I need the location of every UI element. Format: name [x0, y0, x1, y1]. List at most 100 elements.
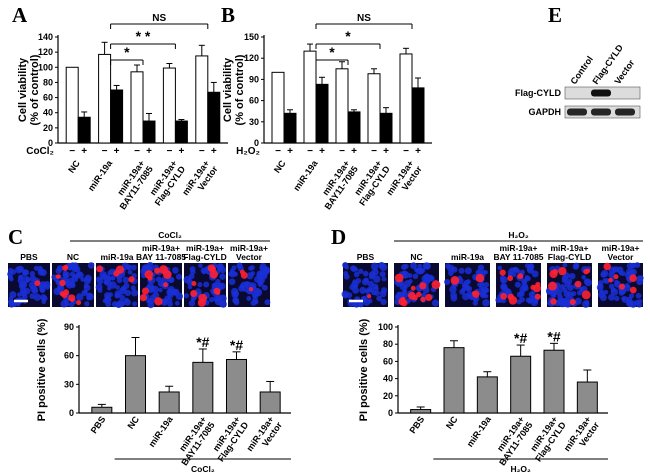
category-label: miR-19a+Vector: [562, 414, 602, 459]
category-label: NC: [272, 158, 288, 175]
nucleus-stain: [374, 286, 379, 291]
micrograph-label: PBS: [20, 252, 38, 262]
nucleus-stain: [581, 274, 586, 280]
nucleus-stain: [599, 294, 607, 302]
nucleus-stain: [219, 294, 227, 303]
pi-stain: [507, 275, 514, 282]
nucleus-stain: [530, 298, 539, 307]
y-tick-label: 20: [43, 123, 53, 133]
blot-band: [615, 108, 635, 116]
nucleus-stain: [197, 282, 203, 288]
treatment-bracket-label: CoCl₂: [191, 464, 215, 474]
micrograph-label-line: Vector: [236, 252, 263, 262]
nucleus-stain: [559, 283, 565, 290]
nucleus-stain: [203, 281, 210, 288]
nucleus-stain: [7, 298, 14, 305]
category-label: miR-19a+Flag-CYLD: [525, 414, 568, 464]
nucleus-stain: [516, 291, 523, 298]
pi-stain: [500, 292, 507, 300]
nucleus-stain: [482, 299, 490, 307]
nucleus-stain: [80, 277, 85, 282]
treatment-sign: −: [199, 146, 205, 157]
pi-stain: [367, 294, 372, 299]
blot-band: [567, 108, 587, 116]
nucleus-stain: [444, 279, 451, 286]
nucleus-stain: [233, 271, 238, 277]
nucleus-stain: [114, 292, 121, 299]
pi-stain: [59, 279, 66, 287]
bar-untreated: [271, 71, 285, 144]
nucleus-stain: [341, 290, 349, 298]
nucleus-stain: [525, 275, 531, 282]
nucleus-stain: [215, 278, 221, 285]
nucleus-stain: [62, 271, 70, 279]
blot-band: [591, 89, 611, 97]
pi-stain: [619, 283, 625, 290]
category-label: miR-19a+Vector: [180, 158, 220, 203]
pi-stain: [410, 285, 416, 291]
nucleus-stain: [71, 265, 78, 272]
pi-stain: [163, 282, 169, 288]
bar: [576, 381, 598, 414]
nucleus-stain: [624, 284, 632, 292]
treatment-sign: +: [146, 146, 152, 157]
significance-mark: *#: [547, 328, 560, 344]
nucleus-stain: [403, 284, 408, 290]
nucleus-stain: [83, 277, 91, 285]
nucleus-stain: [25, 277, 31, 283]
nucleus-stain: [368, 286, 375, 293]
blot-row-label: GAPDH: [528, 107, 561, 117]
nucleus-stain: [625, 299, 634, 307]
nucleus-stain: [464, 267, 472, 275]
micrograph-label-line: miR-19a+: [550, 243, 588, 253]
nucleus-stain: [9, 276, 14, 282]
micrograph-label-line: Vector: [608, 252, 635, 262]
nucleus-stain: [198, 263, 203, 268]
treatment-sign: +: [351, 146, 357, 157]
nucleus-stain: [569, 272, 576, 280]
y-tick-label: 150: [244, 32, 259, 42]
y-axis-label: (% of control): [29, 54, 41, 125]
bar-untreated: [195, 55, 209, 144]
pi-stain: [603, 262, 611, 271]
treatment-label: H₂O₂: [236, 146, 260, 157]
pi-stain: [574, 280, 582, 288]
nucleus-stain: [103, 279, 110, 286]
nucleus-stain: [175, 292, 184, 300]
sig-label: NS: [357, 13, 371, 24]
nucleus-stain: [39, 287, 46, 293]
pi-stain: [416, 291, 422, 298]
nucleus-stain: [516, 299, 522, 305]
chart-a: 0 20 40 60 80 100 120 140 Cell viability (% of co…: [17, 13, 228, 211]
nucleus-stain: [148, 285, 155, 292]
pi-stain: [585, 268, 591, 274]
category-label: miR-19a+Flag-CYLD: [208, 414, 251, 464]
blot-lane-label: Vector: [612, 57, 636, 86]
nucleus-stain: [56, 265, 64, 272]
pi-stain: [68, 294, 76, 302]
micrograph-label: miR-19a+ Vector: [601, 243, 639, 262]
nucleus-stain: [95, 283, 103, 291]
micrograph-label-line: miR-19a+: [142, 243, 180, 253]
nucleus-stain: [167, 301, 174, 307]
nucleus-stain: [166, 289, 173, 296]
nucleus-stain: [83, 284, 91, 292]
nucleus-stain: [379, 271, 386, 278]
nucleus-stain: [600, 271, 607, 278]
pi-stain: [535, 281, 541, 288]
significance-mark: *#: [230, 337, 243, 353]
micrograph-label: NC: [410, 252, 422, 262]
micrograph-label-line: miR-19a+: [230, 243, 268, 253]
pi-stain: [412, 294, 418, 301]
pi-stain: [197, 298, 206, 307]
pi-stain: [450, 276, 460, 285]
nucleus-stain: [219, 300, 227, 308]
nucleus-stain: [564, 300, 572, 308]
micrograph-label: miR-19a: [451, 252, 484, 262]
y-tick-label: 60: [249, 96, 259, 106]
nucleus-stain: [343, 270, 349, 276]
nucleus-stain: [262, 266, 271, 275]
nucleus-stain: [219, 273, 226, 280]
